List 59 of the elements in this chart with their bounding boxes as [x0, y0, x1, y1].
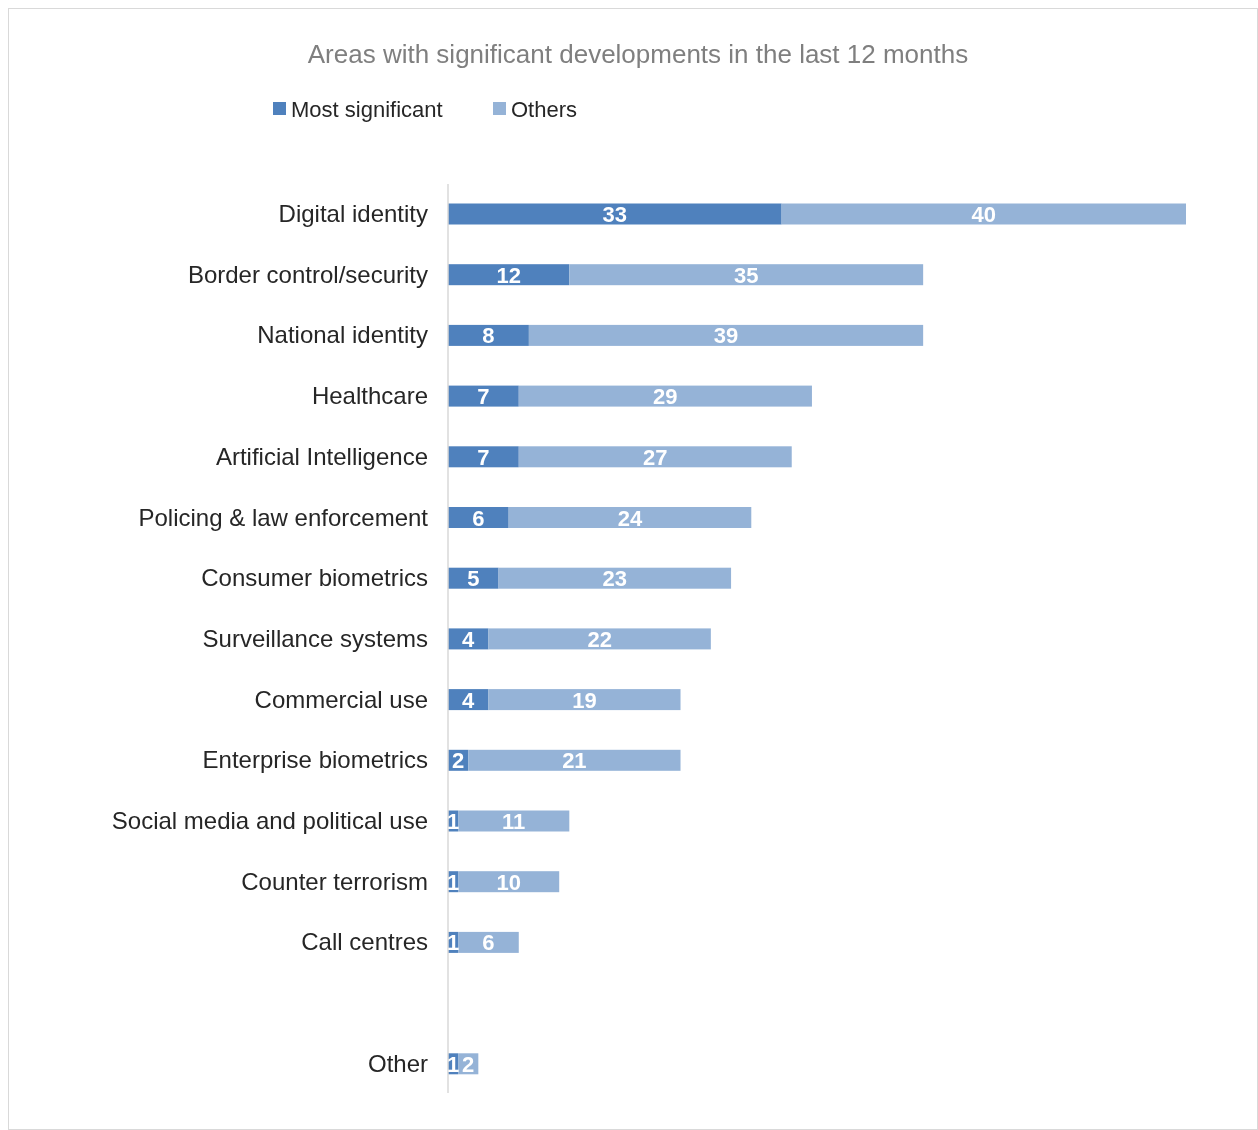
y-tick-label: Counter terrorism [241, 867, 428, 895]
data-label: 2 [451, 748, 465, 774]
data-label: 7 [477, 384, 490, 410]
y-tick-label: Enterprise biometrics [202, 746, 428, 774]
y-tick-label: Surveillance systems [202, 624, 428, 652]
y-tick-label: Other [367, 1049, 428, 1077]
data-label: 11 [502, 809, 526, 834]
bar [448, 264, 570, 286]
data-label: 6 [472, 505, 485, 531]
data-label: 4 [462, 626, 476, 652]
bar [518, 446, 792, 468]
data-label: 7 [477, 444, 490, 470]
bar [498, 567, 732, 589]
bar [448, 324, 529, 346]
bar [468, 749, 681, 771]
bar [488, 628, 711, 650]
legend-label: Most significant [291, 97, 443, 122]
data-label: 29 [653, 384, 678, 410]
data-label: 27 [643, 444, 668, 470]
data-label: 40 [971, 202, 997, 227]
bar [569, 264, 924, 286]
y-tick-label: Border control/security [187, 260, 428, 288]
data-label: 19 [572, 687, 597, 713]
data-label: 4 [462, 687, 476, 713]
data-label: 5 [467, 566, 480, 592]
bar [448, 385, 519, 407]
bar [508, 507, 752, 528]
y-tick-label: Commercial use [254, 685, 428, 713]
bar [448, 446, 519, 468]
data-label: 33 [602, 202, 628, 227]
data-label: 39 [713, 323, 739, 349]
data-label: 22 [587, 626, 612, 652]
data-label: 35 [733, 262, 759, 288]
y-tick-label: National identity [257, 321, 428, 349]
y-tick-label: Artificial Intelligence [215, 442, 428, 470]
bar [458, 810, 570, 832]
y-tick-label: Consumer biometrics [201, 564, 428, 592]
data-label: 2 [462, 1051, 475, 1077]
data-label: 21 [562, 748, 587, 774]
data-label: 10 [496, 869, 521, 895]
bar [458, 871, 560, 893]
data-label: 6 [482, 930, 495, 956]
bar [488, 689, 681, 711]
bar [458, 931, 519, 953]
y-tick-label: Healthcare [311, 382, 428, 410]
y-tick-label: Social media and political use [111, 807, 428, 834]
legend-label: Others [511, 97, 578, 122]
data-label: 8 [482, 323, 495, 349]
data-label: 23 [602, 566, 628, 592]
bar [448, 203, 782, 225]
chart-title: Areas with significant developments in the last 12 months [307, 39, 969, 69]
data-label: 24 [617, 505, 643, 531]
data-label: 12 [496, 262, 521, 288]
bar [528, 324, 924, 346]
y-tick-label: Policing & law enforcement [138, 503, 429, 531]
bar [518, 385, 812, 407]
y-tick-label: Call centres [301, 928, 428, 956]
y-tick-label: Digital identity [278, 200, 428, 227]
bar [781, 203, 1186, 225]
